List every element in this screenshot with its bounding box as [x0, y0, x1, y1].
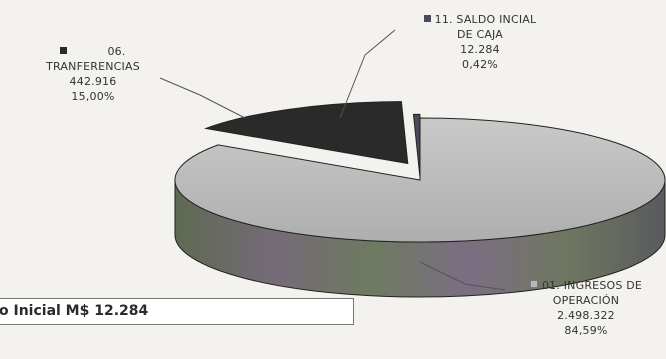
saldo-inicial-text: o Inicial M$ 12.284 — [0, 303, 149, 319]
pie-top-layer — [174, 101, 666, 243]
leader-line-saldo — [339, 29, 396, 119]
legend-swatch-saldo — [423, 15, 431, 22]
slice-label-transferencias: 06. TRANFERENCIAS 442.916 15,00% — [8, 44, 178, 104]
slice-value: 442.916 — [69, 75, 117, 88]
slice-label-saldo: 11. SALDO INCIAL DE CAJA 12.284 0,42% — [395, 12, 565, 72]
legend-swatch-ingresos — [529, 280, 538, 288]
slice-name-line-2: DE CAJA — [456, 28, 504, 41]
pie-slice-transferencias — [203, 101, 409, 165]
slice-name-line-2: OPERACIÓN — [552, 294, 620, 307]
leader-line-ingresos — [419, 261, 506, 291]
pie-slice-ingresos — [174, 117, 666, 243]
leader-lines — [159, 29, 506, 291]
slice-name-line-2: TRANFERENCIAS — [46, 60, 140, 73]
slice-name-line-1: 01. INGRESOS DE — [541, 279, 643, 292]
slice-percent: 0,42% — [462, 58, 498, 71]
saldo-inicial-box: o Inicial M$ 12.284 — [0, 298, 354, 325]
slice-label-ingresos: 01. INGRESOS DE OPERACIÓN 2.498.322 84,5… — [505, 278, 666, 338]
slice-percent: 15,00% — [71, 90, 115, 103]
slice-name-line-1: 11. SALDO INCIAL — [434, 13, 537, 26]
slice-value: 12.284 — [460, 43, 500, 56]
pie-slice-saldo — [412, 113, 421, 177]
slice-percent: 84,59% — [564, 324, 608, 337]
legend-swatch-transferencias — [60, 47, 68, 54]
leader-line-transferencias — [159, 77, 246, 119]
slice-name-line-1: 06. — [107, 45, 126, 58]
slice-value: 2.498.322 — [557, 309, 615, 322]
